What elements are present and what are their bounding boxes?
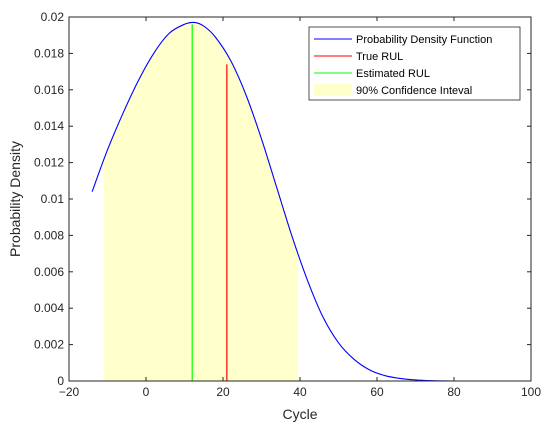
y-tick-label: 0.004 [34,301,64,315]
x-tick-label: 60 [370,385,384,399]
y-tick-label: 0.01 [41,192,65,206]
x-tick-label: 80 [447,385,461,399]
series-line-pdf [91,21,455,382]
x-tick-label: 40 [293,385,307,399]
confidence-interval-area [103,22,299,382]
legend-swatch-confidence-interval [314,84,352,96]
x-tick-label: 0 [143,385,150,399]
y-tick-label: 0.014 [34,119,64,133]
legend: Probability Density Function True RUL Es… [308,26,521,101]
y-tick-label: 0.008 [34,228,64,242]
confidence-area-layer [103,22,299,382]
legend-label-true-rul: True RUL [356,51,403,63]
y-tick-label: 0.016 [34,83,64,97]
y-tick-label: 0.002 [34,338,64,352]
y-tick-label: 0.012 [34,156,64,170]
y-tick-label: 0.006 [34,265,64,279]
x-tick-label: −20 [59,385,80,399]
legend-label-confidence-interval: 90% Confidence Inteval [356,85,472,97]
legend-label-pdf: Probability Density Function [356,34,492,46]
y-tick-layer: 0 0.002 0.004 0.006 0.008 0.01 0.012 0.014 0.016… [34,10,531,388]
x-tick-label: 20 [216,385,230,399]
y-axis-label: Probability Density [7,141,23,257]
x-tick-label: 100 [521,385,541,399]
x-axis-label: Cycle [282,406,317,422]
series-layer [91,21,455,382]
y-tick-label: 0.018 [34,46,64,60]
y-tick-label: 0 [57,374,64,388]
x-tick-layer: −20 0 20 40 60 80 100 [59,17,541,399]
legend-label-estimated-rul: Estimated RUL [356,68,430,80]
y-tick-label: 0.02 [41,10,65,24]
